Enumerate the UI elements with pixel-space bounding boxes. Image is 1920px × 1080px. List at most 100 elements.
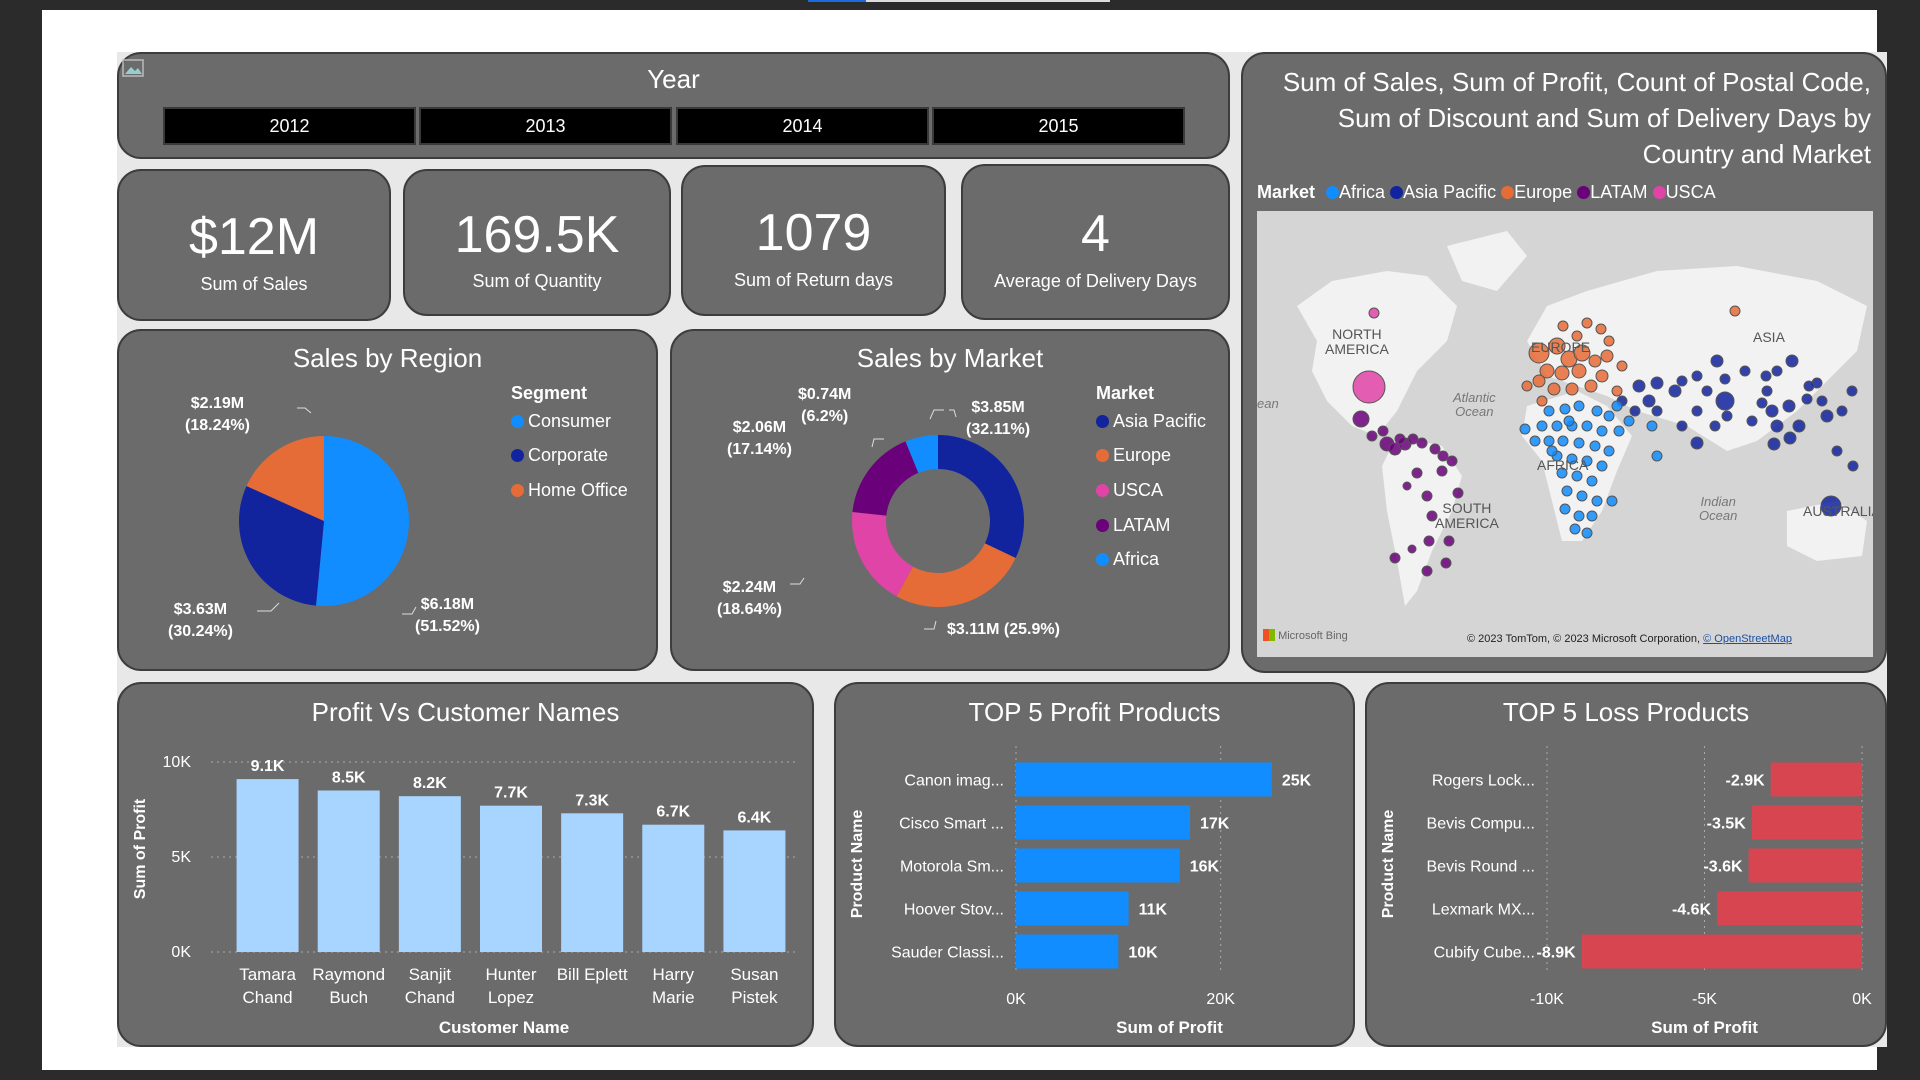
map-bubble[interactable] — [1559, 403, 1571, 415]
map-bubble[interactable] — [1543, 405, 1555, 417]
map-bubble[interactable] — [1676, 420, 1688, 432]
map-bubble[interactable] — [1548, 337, 1566, 355]
map-bubble[interactable] — [1611, 385, 1623, 397]
map-bubble[interactable] — [1595, 369, 1609, 383]
product-bar[interactable] — [1717, 891, 1862, 926]
legend-africa[interactable]: Africa — [1096, 549, 1159, 570]
product-bar[interactable] — [1016, 805, 1190, 840]
map-bubble[interactable] — [1581, 317, 1593, 329]
map-bubble[interactable] — [1650, 376, 1664, 390]
product-bar[interactable] — [1016, 762, 1272, 797]
year-option-2014[interactable]: 2014 — [676, 107, 929, 145]
map-bubble[interactable] — [1782, 399, 1796, 413]
map-bubble[interactable] — [1569, 523, 1581, 535]
map-bubble[interactable] — [1557, 320, 1569, 332]
map-bubble[interactable] — [1613, 425, 1625, 437]
map-bubble[interactable] — [1352, 370, 1386, 404]
map-bubble[interactable] — [1591, 495, 1603, 507]
map-bubble[interactable] — [1767, 437, 1781, 451]
map-bubble[interactable] — [1581, 455, 1593, 467]
map-bubble[interactable] — [1709, 420, 1721, 432]
map-bubble[interactable] — [1783, 431, 1797, 445]
customer-bar[interactable] — [398, 796, 461, 952]
map-legend-europe[interactable]: Europe — [1501, 182, 1572, 202]
product-bar[interactable] — [1016, 934, 1119, 969]
map-bubble[interactable] — [1756, 397, 1768, 409]
map-legend-asia-pacific[interactable]: Asia Pacific — [1390, 182, 1496, 202]
map-bubble[interactable] — [1573, 437, 1585, 449]
map-bubble[interactable] — [1407, 433, 1419, 445]
map-legend-africa[interactable]: Africa — [1326, 182, 1385, 202]
map-bubble[interactable] — [1584, 379, 1598, 393]
map-bubble[interactable] — [1402, 481, 1412, 491]
map-bubble[interactable] — [1589, 440, 1601, 452]
product-bar[interactable] — [1770, 762, 1862, 797]
map-bubble[interactable] — [1440, 557, 1452, 569]
map-bubble[interactable] — [1571, 363, 1587, 379]
map-bubble[interactable] — [1595, 323, 1607, 335]
map-bubble[interactable] — [1801, 393, 1813, 405]
customer-bar[interactable] — [723, 830, 786, 952]
map-bubble[interactable] — [1596, 460, 1608, 472]
map-bubble[interactable] — [1426, 510, 1438, 522]
map-bubble[interactable] — [1421, 490, 1433, 502]
map-bubble[interactable] — [1581, 527, 1593, 539]
map-bubble[interactable] — [1389, 552, 1401, 564]
map-bubble[interactable] — [1563, 415, 1575, 427]
map-bubble[interactable] — [1606, 495, 1618, 507]
map-bubble[interactable] — [1770, 419, 1784, 433]
map-bubble[interactable] — [1651, 405, 1663, 417]
map-bubble[interactable] — [1443, 535, 1455, 547]
legend-consumer[interactable]: Consumer — [511, 411, 611, 432]
map-bubble[interactable] — [1715, 391, 1735, 411]
map-bubble[interactable] — [1519, 423, 1531, 435]
map-bubble[interactable] — [1690, 436, 1704, 450]
map-bubble[interactable] — [1803, 380, 1815, 392]
map-bubble[interactable] — [1603, 410, 1615, 422]
map-bubble[interactable] — [1816, 395, 1828, 407]
map-bubble[interactable] — [1421, 565, 1433, 577]
map-bubble[interactable] — [1765, 404, 1779, 418]
map-bubble[interactable] — [1651, 450, 1663, 462]
map-bubble[interactable] — [1368, 307, 1380, 319]
map-bubble[interactable] — [1771, 365, 1783, 377]
slice-consumer[interactable] — [316, 436, 409, 606]
map-bubble[interactable] — [1603, 335, 1615, 347]
slice-europe[interactable] — [896, 543, 1016, 607]
map-legend-usca[interactable]: USCA — [1652, 182, 1716, 202]
map-bubble[interactable] — [1556, 467, 1568, 479]
map-bubble[interactable] — [1377, 425, 1389, 437]
map-bubble[interactable] — [1529, 435, 1541, 447]
map-bubble[interactable] — [1423, 535, 1435, 547]
map-bubble[interactable] — [1586, 510, 1598, 522]
map-bubble[interactable] — [1820, 495, 1842, 517]
map-bubble[interactable] — [1446, 455, 1458, 467]
map-bubble[interactable] — [1571, 470, 1583, 482]
map-bubble[interactable] — [1646, 420, 1658, 432]
map-bubble[interactable] — [1831, 445, 1843, 457]
osm-link[interactable]: © OpenStreetMap — [1703, 633, 1792, 645]
map-bubble[interactable] — [1746, 415, 1758, 427]
slice-africa[interactable] — [905, 435, 938, 473]
slice-corporate[interactable] — [239, 486, 324, 606]
map-bubble[interactable] — [1352, 410, 1370, 428]
map-bubble[interactable] — [1719, 373, 1731, 385]
map-bubble[interactable] — [1573, 400, 1585, 412]
map-bubble[interactable] — [1739, 365, 1751, 377]
map-bubble[interactable] — [1573, 344, 1591, 362]
customer-bar[interactable] — [642, 824, 705, 952]
map-bubble[interactable] — [1528, 342, 1550, 364]
legend-latam[interactable]: LATAM — [1096, 515, 1170, 536]
year-option-2013[interactable]: 2013 — [419, 107, 672, 145]
map-bubble[interactable] — [1710, 354, 1724, 368]
slice-latam[interactable] — [852, 441, 919, 516]
map-bubble[interactable] — [1581, 420, 1593, 432]
slice-usca[interactable] — [852, 512, 913, 597]
map-bubble[interactable] — [1573, 510, 1585, 522]
map-bubble[interactable] — [1721, 410, 1733, 422]
product-bar[interactable] — [1751, 805, 1862, 840]
product-bar[interactable] — [1581, 934, 1862, 969]
map-bubble[interactable] — [1586, 475, 1598, 487]
map-bubble[interactable] — [1547, 382, 1561, 396]
map-bubble[interactable] — [1429, 443, 1441, 455]
